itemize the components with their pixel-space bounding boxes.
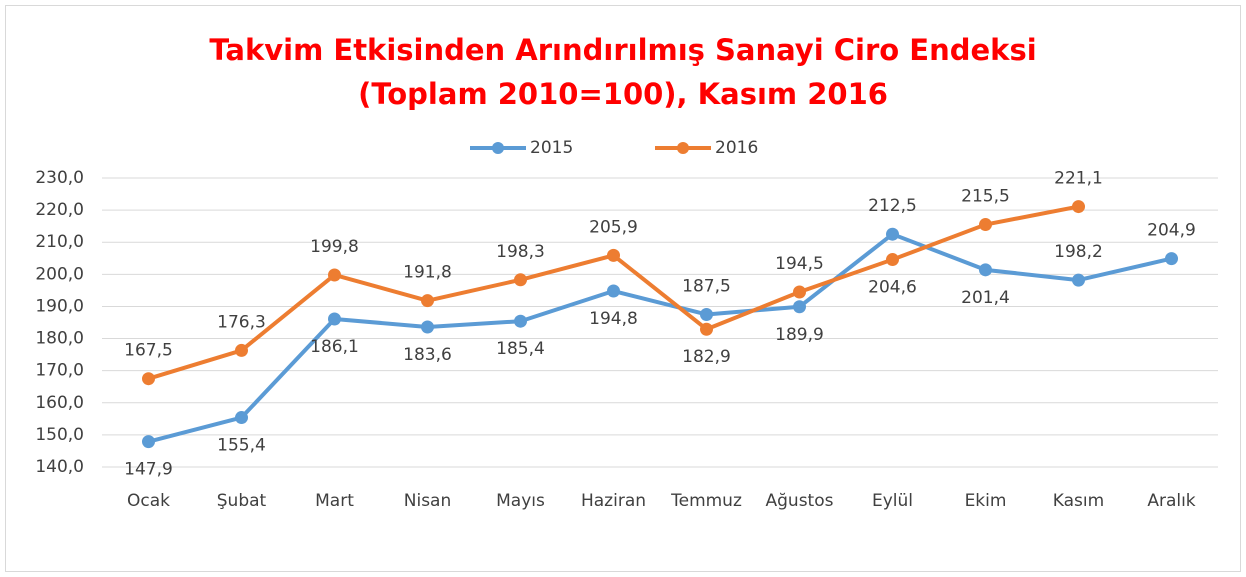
x-tick-label: Ağustos xyxy=(766,491,834,511)
data-label: 194,8 xyxy=(589,309,638,329)
data-point xyxy=(1072,200,1085,214)
data-point xyxy=(979,218,992,232)
data-point xyxy=(979,263,992,277)
series-line xyxy=(147,232,1172,444)
data-label: 186,1 xyxy=(310,337,359,357)
data-point xyxy=(793,285,806,299)
x-tick-label: Ocak xyxy=(127,491,170,511)
x-tick-label: Nisan xyxy=(404,491,452,511)
data-label: 185,4 xyxy=(496,339,545,359)
data-point xyxy=(328,312,341,326)
y-tick-label: 200,0 xyxy=(35,264,84,284)
x-tick-label: Kasım xyxy=(1053,491,1104,511)
x-tick-label: Şubat xyxy=(217,491,267,511)
data-label: 199,8 xyxy=(310,237,359,257)
data-label: 205,9 xyxy=(589,217,638,237)
chart-frame xyxy=(5,5,1241,572)
y-tick-label: 210,0 xyxy=(35,232,84,252)
data-label: 198,3 xyxy=(496,242,545,262)
data-label: 147,9 xyxy=(124,460,173,480)
y-tick-label: 190,0 xyxy=(35,296,84,316)
data-label: 198,2 xyxy=(1054,242,1103,262)
data-point xyxy=(607,284,620,298)
data-label: 201,4 xyxy=(961,288,1010,308)
data-point xyxy=(886,227,899,241)
legend-label: 2016 xyxy=(715,138,758,158)
data-point xyxy=(607,248,620,262)
data-point xyxy=(1072,273,1085,287)
data-label: 155,4 xyxy=(217,436,266,456)
y-tick-label: 140,0 xyxy=(35,457,84,477)
chart-title: Takvim Etkisinden Arındırılmış Sanayi Ci… xyxy=(209,33,1037,111)
data-point xyxy=(514,314,527,328)
data-label: 194,5 xyxy=(775,254,824,274)
data-label: 191,8 xyxy=(403,263,452,283)
data-label: 189,9 xyxy=(775,325,824,345)
y-tick-label: 220,0 xyxy=(35,200,84,220)
x-tick-label: Temmuz xyxy=(670,491,742,511)
data-point xyxy=(700,322,713,336)
y-tick-label: 230,0 xyxy=(35,168,84,188)
data-point xyxy=(514,273,527,287)
data-point xyxy=(421,294,434,308)
data-label: 212,5 xyxy=(868,196,917,216)
x-tick-label: Haziran xyxy=(581,491,646,511)
data-label: 176,3 xyxy=(217,312,266,332)
data-label: 187,5 xyxy=(682,276,731,296)
y-tick-label: 180,0 xyxy=(35,329,84,349)
data-label: 215,5 xyxy=(961,187,1010,207)
y-tick-label: 150,0 xyxy=(35,425,84,445)
x-tick-label: Aralık xyxy=(1147,491,1195,511)
data-point xyxy=(700,307,713,321)
legend-marker xyxy=(677,142,689,154)
x-tick-label: Mart xyxy=(315,491,354,511)
legend-label: 2015 xyxy=(530,138,573,158)
data-point xyxy=(886,253,899,267)
data-point xyxy=(328,268,341,282)
data-label: 182,9 xyxy=(682,347,731,367)
x-tick-label: Mayıs xyxy=(496,491,545,511)
data-point xyxy=(142,435,155,449)
legend-marker xyxy=(492,142,504,154)
y-tick-label: 170,0 xyxy=(35,361,84,381)
data-point xyxy=(235,411,248,425)
data-label: 204,6 xyxy=(868,278,917,298)
x-tick-label: Eylül xyxy=(872,491,913,511)
data-point xyxy=(235,343,248,357)
data-label: 183,6 xyxy=(403,345,452,365)
data-point xyxy=(793,300,806,314)
y-tick-label: 160,0 xyxy=(35,393,84,413)
data-label: 221,1 xyxy=(1054,169,1103,189)
data-label: 167,5 xyxy=(124,341,173,361)
data-point xyxy=(421,320,434,334)
data-point xyxy=(1165,252,1178,266)
data-label: 204,9 xyxy=(1147,221,1196,241)
data-point xyxy=(142,372,155,386)
x-tick-label: Ekim xyxy=(965,491,1007,511)
